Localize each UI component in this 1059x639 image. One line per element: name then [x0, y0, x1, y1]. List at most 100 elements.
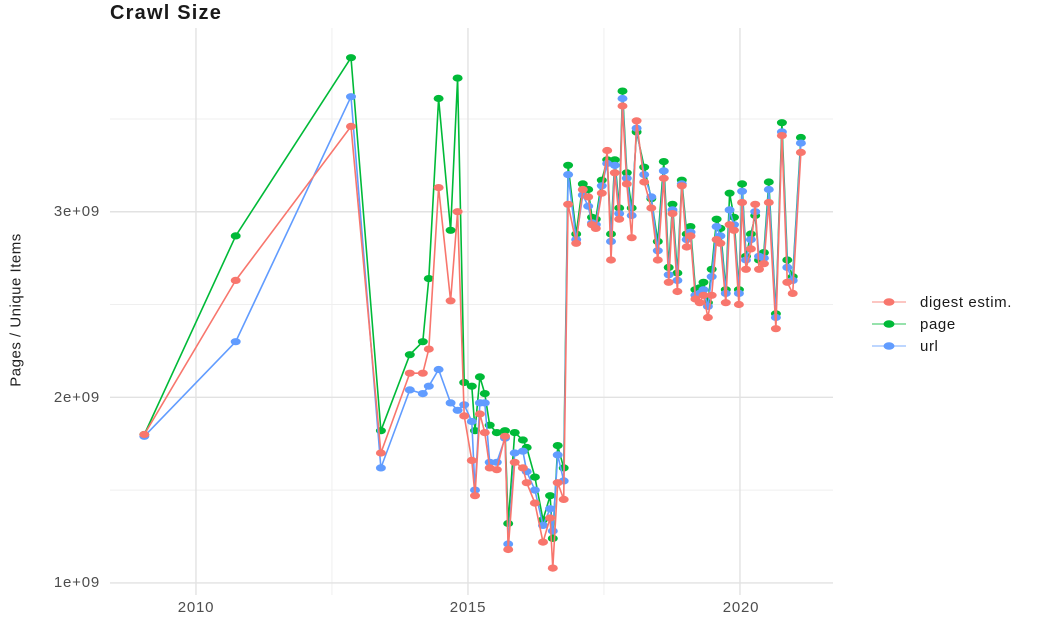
data-point-url [617, 94, 628, 103]
data-point-url [517, 447, 528, 455]
data-point-digestestim [652, 256, 663, 264]
legend-key-url-icon [872, 342, 906, 350]
data-point-page [529, 473, 540, 481]
data-point-url [433, 365, 444, 374]
data-point-url [563, 171, 574, 179]
data-point-page [547, 534, 558, 543]
data-point-digestestim [715, 239, 726, 247]
legend: digest estim. page url [872, 291, 1012, 357]
legend-label-page: page [920, 315, 956, 333]
data-point-digestestim [583, 193, 594, 201]
data-point-digestestim [672, 287, 683, 296]
data-point-digestestim [663, 278, 674, 286]
data-point-page [466, 382, 477, 390]
data-point-url [545, 505, 556, 513]
data-point-page [452, 74, 463, 82]
data-point-digestestim [681, 243, 692, 251]
legend-item-digest-estim: digest estim. [872, 291, 1012, 313]
data-point-page [617, 87, 628, 95]
data-point-digestestim [639, 178, 650, 186]
data-point-page [745, 230, 756, 238]
legend-item-page: page [872, 313, 1012, 335]
data-point-url [547, 527, 558, 535]
data-point-digestestim [745, 245, 756, 253]
data-point-url [529, 486, 540, 494]
data-point-url [763, 185, 774, 194]
data-point-url [724, 206, 735, 214]
y-tick-label-2e09: 2e+09 [53, 389, 100, 406]
data-point-page [346, 54, 356, 62]
data-point-digestestim [503, 545, 514, 554]
data-point-url [609, 161, 620, 169]
data-point-digestestim [776, 132, 787, 140]
data-point-url [737, 187, 748, 195]
data-point-url [445, 399, 456, 407]
y-tick-label-3e09: 3e+09 [53, 203, 100, 220]
x-tick-label-2015: 2015 [449, 599, 487, 616]
chart-title: Crawl Size [110, 2, 223, 24]
data-point-digestestim [466, 456, 477, 464]
data-point-digestestim [737, 198, 748, 207]
data-point-page [230, 232, 241, 240]
y-tick-label-1e09: 1e+09 [53, 574, 100, 591]
data-point-digestestim [423, 345, 434, 353]
data-point-digestestim [509, 458, 520, 466]
data-point-digestestim [631, 117, 642, 125]
data-point-digestestim [787, 289, 798, 297]
data-point-page [433, 94, 444, 103]
data-point-page [517, 436, 528, 444]
data-point-digestestim [758, 260, 769, 268]
data-point-page [474, 373, 485, 381]
data-point-digestestim [676, 182, 687, 190]
data-point-digestestim [545, 514, 556, 522]
data-point-url [658, 167, 669, 175]
data-point-page [737, 180, 748, 188]
data-point-digestestim [139, 430, 150, 439]
data-point-digestestim [706, 291, 717, 299]
data-point-digestestim [596, 189, 607, 197]
data-point-digestestim [552, 479, 563, 487]
data-point-digestestim [529, 499, 540, 507]
data-point-digestestim [617, 102, 628, 110]
data-point-digestestim [571, 239, 582, 247]
data-point-digestestim [230, 276, 241, 284]
data-point-page [404, 351, 415, 359]
data-point-digestestim [500, 432, 510, 440]
data-point-page [763, 178, 774, 186]
data-point-page [724, 189, 735, 197]
data-point-url [404, 386, 415, 394]
data-point-page [417, 338, 428, 346]
data-point-digestestim [646, 204, 657, 212]
data-point-digestestim [602, 146, 613, 155]
data-point-url [452, 406, 463, 414]
data-point-digestestim [445, 297, 456, 305]
legend-label-url: url [920, 337, 939, 355]
y-axis-title: Pages / Unique Items [7, 233, 25, 387]
data-point-url [552, 451, 563, 459]
data-point-url [583, 202, 594, 210]
data-point-digestestim [658, 174, 669, 182]
data-point-url [491, 458, 502, 466]
data-point-digestestim [702, 313, 713, 322]
legend-key-dot [883, 320, 895, 328]
data-point-url [346, 93, 356, 101]
data-point-page [577, 180, 588, 188]
data-point-digestestim [563, 200, 574, 208]
legend-key-dot [883, 342, 895, 350]
data-point-digestestim [795, 148, 806, 156]
data-point-digestestim [685, 232, 696, 240]
data-point-digestestim [694, 299, 705, 307]
data-point-page [563, 161, 574, 169]
data-point-digestestim [521, 479, 532, 487]
data-point-digestestim [491, 466, 502, 474]
data-point-digestestim [729, 226, 739, 234]
data-point-page [509, 429, 520, 437]
data-point-page [698, 278, 709, 286]
data-point-page [459, 378, 470, 387]
data-point-digestestim [741, 265, 751, 273]
data-point-digestestim [626, 234, 637, 242]
data-point-digestestim [606, 256, 616, 264]
data-point-digestestim [404, 369, 415, 377]
data-point-digestestim [547, 564, 558, 572]
